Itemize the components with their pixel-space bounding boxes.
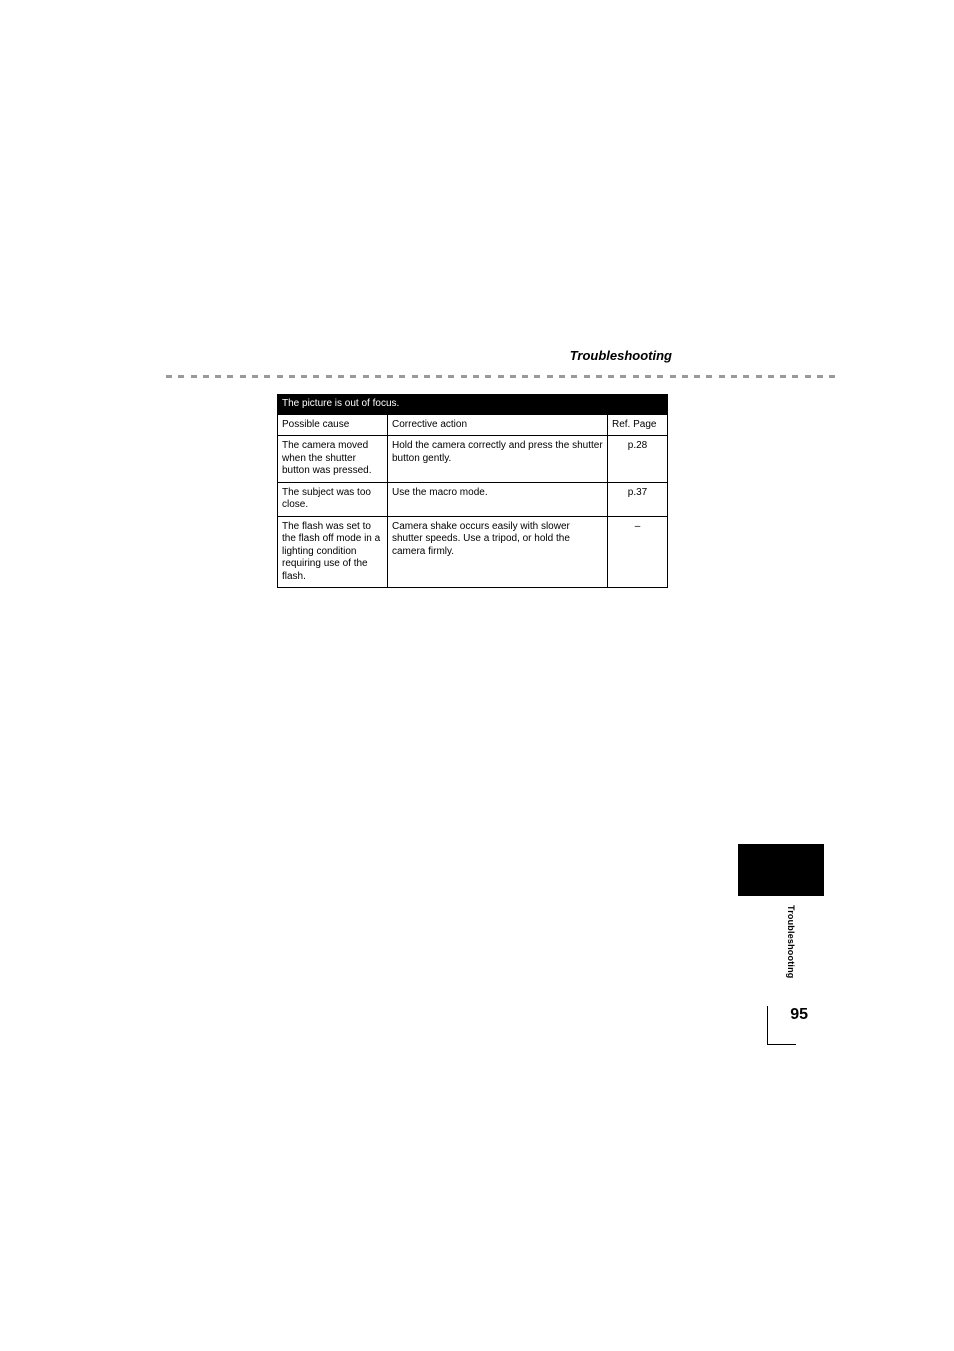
cell-action: Hold the camera correctly and press the …: [388, 436, 608, 483]
thumb-tab: [738, 844, 824, 896]
table-row: The camera moved when the shutter button…: [278, 436, 668, 483]
dashed-rule: [166, 375, 836, 381]
page-corner-rule-vertical: [767, 1006, 768, 1044]
col-header-action: Corrective action: [388, 414, 608, 436]
thumb-tab-label: Troubleshooting: [786, 905, 796, 979]
table-row: The subject was too close. Use the macro…: [278, 482, 668, 516]
cell-ref: –: [608, 516, 668, 588]
cell-action: Use the macro mode.: [388, 482, 608, 516]
col-header-cause: Possible cause: [278, 414, 388, 436]
page-corner-rule-horizontal: [767, 1044, 796, 1045]
section-title: Troubleshooting: [570, 348, 672, 363]
cell-ref: p.28: [608, 436, 668, 483]
table-row: The flash was set to the flash off mode …: [278, 516, 668, 588]
cell-ref: p.37: [608, 482, 668, 516]
table-banner-text: The picture is out of focus.: [278, 395, 668, 415]
table-header-row: Possible cause Corrective action Ref. Pa…: [278, 414, 668, 436]
cell-action: Camera shake occurs easily with slower s…: [388, 516, 608, 588]
cell-cause: The subject was too close.: [278, 482, 388, 516]
troubleshooting-table: The picture is out of focus. Possible ca…: [277, 394, 668, 588]
col-header-ref: Ref. Page: [608, 414, 668, 436]
page-number: 95: [790, 1006, 808, 1024]
table-banner-row: The picture is out of focus.: [278, 395, 668, 415]
page-root: Troubleshooting The picture is out of fo…: [0, 0, 954, 1351]
cell-cause: The flash was set to the flash off mode …: [278, 516, 388, 588]
troubleshooting-table-wrap: The picture is out of focus. Possible ca…: [277, 394, 667, 588]
cell-cause: The camera moved when the shutter button…: [278, 436, 388, 483]
